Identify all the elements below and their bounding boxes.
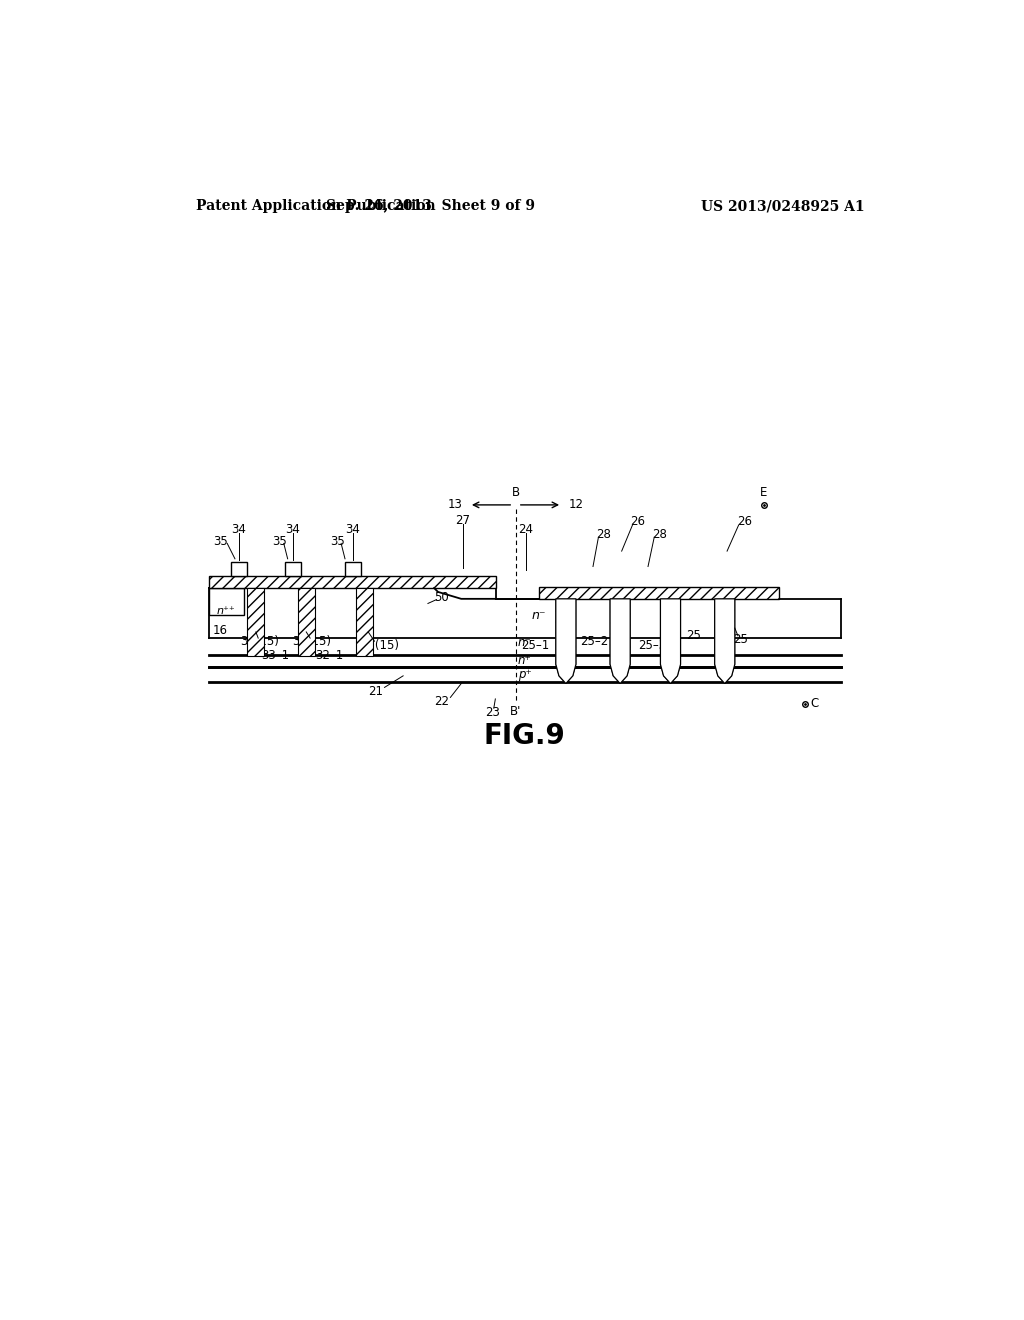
Text: 12: 12 [568, 499, 584, 511]
Bar [356, 589, 373, 656]
Text: 33–1: 33–1 [261, 648, 290, 661]
Text: 25: 25 [686, 630, 701, 643]
Text: 50: 50 [434, 591, 450, 603]
Text: 26: 26 [631, 515, 645, 528]
Bar [209, 576, 496, 589]
Text: 25: 25 [733, 634, 748, 647]
Text: US 2013/0248925 A1: US 2013/0248925 A1 [701, 199, 864, 213]
Text: 25–2: 25–2 [580, 635, 608, 648]
Polygon shape [556, 599, 575, 684]
Text: n⁻: n⁻ [531, 610, 546, 622]
Text: n⁻: n⁻ [518, 636, 531, 649]
Text: E: E [760, 486, 767, 499]
Text: 16: 16 [213, 624, 227, 638]
Text: 32(15): 32(15) [292, 635, 331, 648]
Bar [539, 586, 779, 599]
Bar [248, 589, 264, 656]
Polygon shape [660, 599, 681, 684]
Text: 24: 24 [518, 523, 534, 536]
Text: Sep. 26, 2013  Sheet 9 of 9: Sep. 26, 2013 Sheet 9 of 9 [326, 199, 535, 213]
Polygon shape [660, 599, 681, 684]
Text: 26: 26 [736, 515, 752, 528]
Bar [209, 589, 245, 615]
Text: 35: 35 [272, 536, 288, 548]
Polygon shape [610, 599, 630, 684]
Polygon shape [715, 599, 735, 684]
Text: 34: 34 [286, 523, 300, 536]
Polygon shape [556, 599, 575, 684]
Text: 32–1: 32–1 [315, 648, 344, 661]
Text: B: B [511, 486, 519, 499]
Text: p⁺: p⁺ [518, 668, 531, 681]
Text: Patent Application Publication: Patent Application Publication [197, 199, 436, 213]
Text: 27: 27 [456, 513, 470, 527]
Text: 28: 28 [596, 528, 611, 541]
Bar [209, 589, 841, 638]
Text: 35: 35 [330, 536, 345, 548]
Text: 23: 23 [484, 706, 500, 719]
Bar [231, 562, 247, 576]
Text: 21: 21 [369, 685, 384, 698]
Text: 31(15): 31(15) [360, 639, 399, 652]
Text: FIG.9: FIG.9 [484, 722, 565, 750]
Polygon shape [610, 599, 630, 684]
Bar [345, 562, 360, 576]
Text: 13: 13 [447, 499, 463, 511]
Text: 33(15): 33(15) [241, 635, 280, 648]
Bar [286, 562, 301, 576]
Text: n⁺⁺: n⁺⁺ [217, 606, 236, 616]
Polygon shape [715, 599, 735, 684]
Text: B': B' [510, 705, 521, 718]
Text: 35: 35 [214, 536, 228, 548]
Text: n⁺: n⁺ [518, 655, 531, 668]
Text: 25–3: 25–3 [639, 639, 667, 652]
Text: 34: 34 [345, 523, 360, 536]
Text: C: C [810, 697, 818, 710]
Text: 34: 34 [231, 523, 246, 536]
Bar [298, 589, 314, 656]
Text: 22: 22 [434, 694, 450, 708]
Text: 25–1: 25–1 [521, 639, 549, 652]
Text: 28: 28 [652, 528, 667, 541]
